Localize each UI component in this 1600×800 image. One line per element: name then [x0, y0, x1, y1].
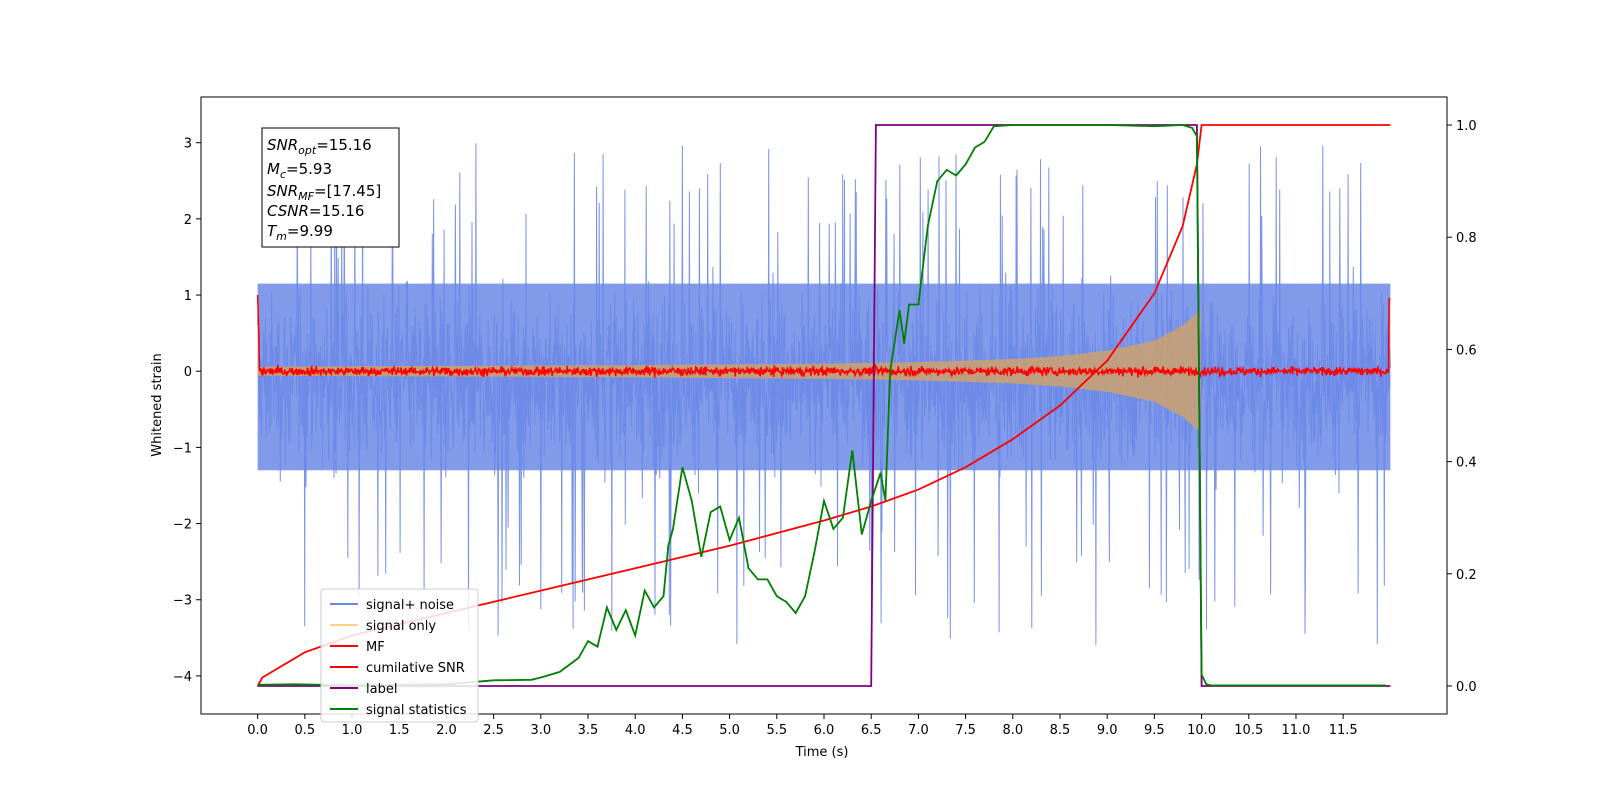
x-tick-label: 0.0	[247, 723, 268, 738]
y-right-tick-label: 0.8	[1456, 231, 1477, 246]
x-axis: 0.0 0.5 1.0 1.5 2.0 2.5 3.0 3.5 4.0 4.5 5.0 5.5 6.0 6…	[247, 714, 1358, 738]
x-tick-label: 4.5	[672, 723, 693, 738]
y-axis-left: 3 2 1 0 −1 −2 −3 −4	[173, 137, 201, 685]
legend-frame	[320, 588, 479, 723]
info-snr-opt: SNRopt=15.16	[267, 136, 372, 157]
y-left-tick-label: 2	[184, 213, 192, 228]
legend: signal+ noise signal only MF cumilative …	[320, 588, 479, 723]
y-right-tick-label: 0.4	[1456, 456, 1477, 471]
y-right-tick-label: 0.2	[1456, 568, 1477, 583]
info-tm: Tm=9.99	[267, 222, 333, 243]
x-tick-label: 10.5	[1234, 723, 1263, 738]
x-tick-label: 1.0	[342, 723, 363, 738]
info-box-frame	[261, 127, 400, 248]
legend-label-mf: MF	[366, 640, 385, 655]
y-axis-right: 1.0 0.8 0.6 0.4 0.2 0.0	[1447, 119, 1477, 695]
y-right-tick-label: 0.6	[1456, 343, 1477, 358]
x-tick-label: 2.0	[436, 723, 457, 738]
y-left-tick-label: −3	[173, 594, 192, 609]
series-signal-statistics	[257, 124, 1386, 687]
y-left-tick-label: −2	[173, 518, 192, 533]
x-tick-label: 0.5	[294, 723, 315, 738]
info-mc: Mc=5.93	[267, 160, 332, 181]
y-left-tick-label: 0	[184, 365, 192, 380]
y-left-tick-label: −1	[173, 441, 192, 456]
y-axis-label: Whitened strain	[150, 353, 165, 456]
x-tick-label: 6.5	[861, 723, 882, 738]
y-left-tick-label: −4	[173, 670, 192, 685]
x-tick-label: 4.0	[625, 723, 646, 738]
x-tick-label: 3.0	[530, 723, 551, 738]
y-right-tick-label: 1.0	[1456, 119, 1477, 134]
x-tick-label: 1.5	[389, 723, 410, 738]
legend-label-signal-noise: signal+ noise	[366, 598, 454, 613]
series-mf	[256, 294, 1391, 379]
legend-label-label: label	[366, 682, 397, 697]
x-axis-label: Time (s)	[795, 745, 849, 760]
legend-label-signal-statistics: signal statistics	[366, 703, 467, 718]
x-tick-label: 8.0	[1002, 723, 1023, 738]
x-tick-label: 5.0	[719, 723, 740, 738]
x-tick-label: 9.0	[1097, 723, 1118, 738]
x-tick-label: 8.5	[1050, 723, 1071, 738]
y-left-tick-label: 3	[184, 137, 192, 152]
x-tick-label: 3.5	[578, 723, 599, 738]
x-tick-label: 7.0	[908, 723, 929, 738]
x-tick-label: 10.0	[1187, 723, 1216, 738]
x-tick-label: 9.5	[1144, 723, 1165, 738]
x-tick-label: 7.5	[955, 723, 976, 738]
y-right-tick-label: 0.0	[1456, 680, 1477, 695]
info-snr-mf: SNRMF=[17.45]	[267, 182, 381, 203]
x-tick-label: 6.0	[814, 723, 835, 738]
info-box: SNRopt=15.16 Mc=5.93 SNRMF=[17.45] CSNR=…	[261, 127, 400, 248]
y-left-tick-label: 1	[184, 289, 192, 304]
legend-label-signal-only: signal only	[366, 619, 436, 634]
plot-area	[256, 124, 1391, 687]
x-tick-label: 11.0	[1281, 723, 1310, 738]
x-tick-label: 11.5	[1329, 723, 1358, 738]
x-tick-label: 5.5	[766, 723, 787, 738]
legend-label-cumulative-snr: cumilative SNR	[366, 661, 465, 676]
x-tick-label: 2.5	[483, 723, 504, 738]
series-signal-only	[257, 310, 1201, 433]
info-csnr: CSNR=15.16	[267, 202, 364, 220]
